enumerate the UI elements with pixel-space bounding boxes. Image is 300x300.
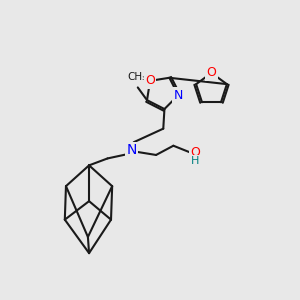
Text: O: O [207,67,216,80]
Text: CH₃: CH₃ [127,72,146,82]
Text: O: O [190,146,200,159]
Text: N: N [174,89,183,102]
Text: N: N [127,143,137,157]
Text: H: H [191,156,200,167]
Text: O: O [145,74,155,87]
